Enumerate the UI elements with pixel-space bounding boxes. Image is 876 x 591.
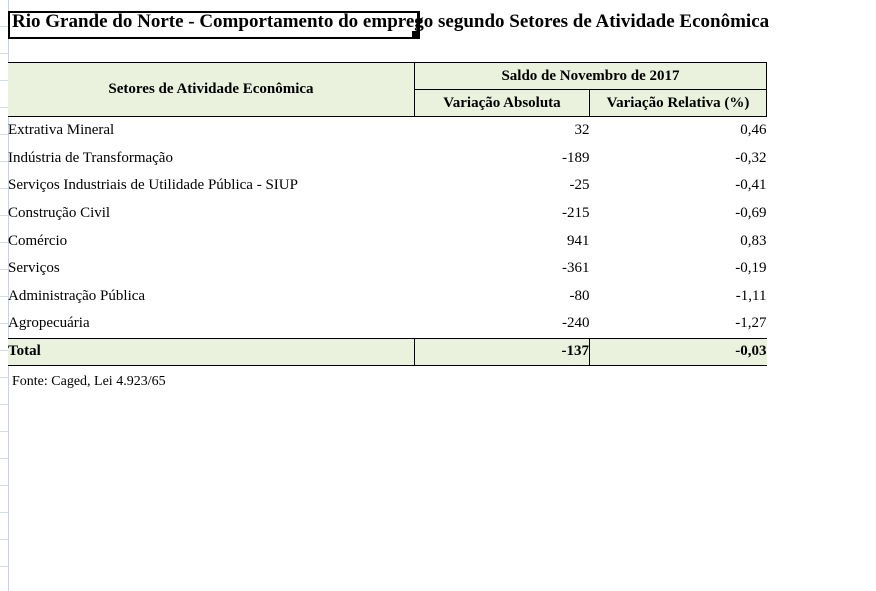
- abs-variation-header[interactable]: Variação Absoluta: [414, 89, 590, 117]
- rel-cell[interactable]: -1,27: [735, 315, 767, 332]
- source-note[interactable]: Fonte: Caged, Lei 4.923/65: [12, 374, 166, 389]
- sector-header[interactable]: Setores de Atividade Econômica: [8, 62, 415, 117]
- abs-cell[interactable]: 941: [567, 232, 590, 249]
- abs-cell[interactable]: -25: [569, 177, 590, 194]
- sector-cell[interactable]: Agropecuária: [8, 315, 90, 332]
- table-row: Comércio 941 0,83: [8, 227, 767, 255]
- title-row[interactable]: Rio Grande do Norte - Comportamento do e…: [8, 9, 876, 37]
- sheet-title: Rio Grande do Norte - Comportamento do e…: [12, 11, 770, 32]
- abs-cell[interactable]: -215: [562, 205, 590, 222]
- abs-cell[interactable]: -189: [562, 149, 590, 166]
- table-row: Extrativa Mineral 32 0,46: [8, 117, 767, 145]
- rel-cell[interactable]: -0,32: [735, 149, 767, 166]
- sector-cell[interactable]: Extrativa Mineral: [8, 122, 115, 139]
- table-row: Administração Pública -80 -1,11: [8, 283, 767, 311]
- rel-cell[interactable]: -0,19: [735, 260, 767, 277]
- abs-cell[interactable]: 32: [574, 122, 590, 139]
- sector-cell[interactable]: Serviços: [8, 260, 60, 277]
- rel-cell[interactable]: 0,83: [740, 232, 767, 249]
- table-row: Indústria de Transformação -189 -0,32: [8, 145, 767, 173]
- sector-cell[interactable]: Administração Pública: [8, 287, 146, 304]
- sector-cell[interactable]: Serviços Industriais de Utilidade Públic…: [8, 177, 298, 194]
- rel-cell[interactable]: -1,11: [735, 287, 767, 304]
- sector-cell[interactable]: Indústria de Transformação: [8, 149, 173, 166]
- total-label[interactable]: Total: [8, 337, 415, 366]
- row-header-strip: [0, 0, 9, 591]
- table-row: Agropecuária -240 -1,27: [8, 310, 767, 338]
- sector-cell[interactable]: Comércio: [8, 232, 68, 249]
- abs-cell[interactable]: -80: [569, 287, 590, 304]
- abs-cell[interactable]: -361: [562, 260, 590, 277]
- selected-cell-outline: [8, 11, 420, 39]
- fill-handle[interactable]: [412, 31, 418, 37]
- rel-cell[interactable]: 0,46: [740, 122, 767, 139]
- employment-table: Setores de Atividade Econômica Saldo de …: [8, 62, 767, 366]
- total-abs-cell[interactable]: -137: [414, 337, 590, 366]
- rel-cell[interactable]: -0,69: [735, 205, 767, 222]
- table-row: Construção Civil -215 -0,69: [8, 200, 767, 228]
- table-row: Serviços -361 -0,19: [8, 255, 767, 283]
- rel-variation-header[interactable]: Variação Relativa (%): [589, 89, 767, 117]
- rel-cell[interactable]: -0,41: [735, 177, 767, 194]
- period-header[interactable]: Saldo de Novembro de 2017: [414, 62, 767, 90]
- total-rel-cell[interactable]: -0,03: [589, 337, 767, 366]
- total-row: Total -137 -0,03: [8, 337, 767, 366]
- table-row: Serviços Industriais de Utilidade Públic…: [8, 172, 767, 200]
- abs-cell[interactable]: -240: [562, 315, 590, 332]
- sector-cell[interactable]: Construção Civil: [8, 205, 111, 222]
